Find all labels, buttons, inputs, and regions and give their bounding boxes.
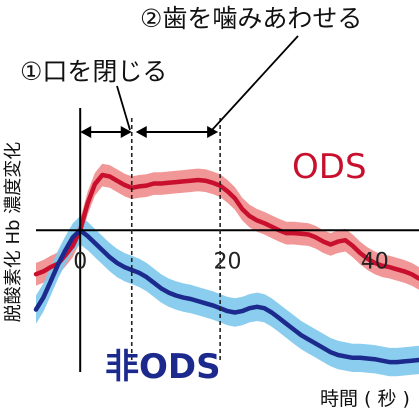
series-label-non-ods: 非ODS [105,347,221,387]
line-series-0 [33,172,419,281]
series-label-ods: ODS [292,147,367,187]
phase2-label: ②歯を噛みあわせる [140,4,362,33]
phase1-label: ①口を閉じる [20,57,167,86]
x-tick-label: 20 [214,249,242,274]
x-tick-label: 40 [361,249,389,274]
band-series-1 [36,216,419,377]
phase1-arrow-head-left [80,126,92,138]
phase-markers [80,35,299,362]
phase2-arrow-head-right [207,126,219,138]
phase2-leader [211,35,299,131]
x-axis-label: 時間 ( 秒 ) [320,388,410,410]
phase2-arrow-head-left [135,126,147,138]
x-tick-label: 0 [73,249,87,274]
phase1-leader [116,85,131,131]
line-series-1 [33,228,419,365]
axes: 0 20 40 [36,108,419,372]
y-axis-label: 脱酸素化 Hb 濃度変化 [3,142,24,322]
phase1-arrow-head-right [120,126,132,138]
series-lines [33,172,419,365]
